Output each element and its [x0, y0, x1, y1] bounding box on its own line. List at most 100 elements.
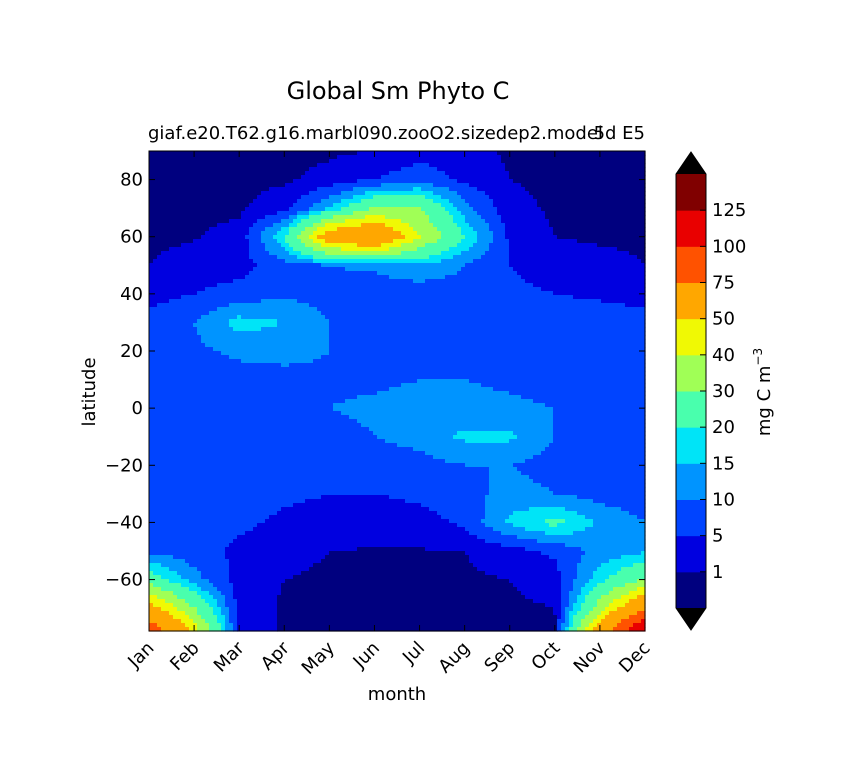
- contour-cell: [329, 195, 354, 200]
- contour-cell: [389, 171, 446, 176]
- contour-cell: [325, 223, 362, 228]
- contour-cell: [401, 243, 426, 248]
- contour-cell: [189, 603, 210, 608]
- contour-cell: [149, 299, 170, 304]
- contour-cell: [149, 203, 250, 208]
- contour-cell: [449, 211, 462, 216]
- contour-cell: [489, 467, 518, 472]
- contour-cell: [149, 183, 286, 188]
- contour-cell: [565, 507, 622, 512]
- contour-cell: [501, 155, 646, 160]
- contour-cell: [577, 239, 646, 244]
- contour-cell: [149, 235, 202, 240]
- contour-cell: [301, 195, 330, 200]
- contour-cell: [149, 595, 158, 600]
- contour-cell: [253, 199, 298, 204]
- contour-cell: [485, 571, 562, 576]
- contour-cell: [149, 279, 234, 284]
- contour-cell: [149, 263, 258, 268]
- contour-cell: [181, 583, 198, 588]
- contour-cell: [277, 615, 558, 620]
- contour-cell: [189, 615, 202, 620]
- contour-cell: [489, 475, 530, 480]
- contour-cell: [149, 199, 254, 204]
- contour-cell: [245, 207, 290, 212]
- contour-cell: [201, 571, 230, 576]
- contour-cell: [549, 555, 582, 560]
- contour-cell: [209, 627, 222, 632]
- contour-cell: [461, 231, 478, 236]
- contour-cell: [261, 327, 330, 332]
- contour-cell: [485, 515, 510, 520]
- contour-cell: [329, 351, 646, 356]
- y-tick-label: −60: [105, 570, 143, 591]
- contour-cell: [149, 227, 210, 232]
- contour-cell: [225, 551, 330, 556]
- contour-cell: [461, 195, 490, 200]
- contour-cell: [373, 195, 426, 200]
- contour-cell: [189, 563, 230, 568]
- contour-cell: [149, 239, 194, 244]
- contour-cell: [445, 275, 522, 280]
- contour-cell: [149, 395, 358, 400]
- contour-cell: [533, 195, 646, 200]
- contour-cell: [149, 495, 322, 500]
- contour-cell: [181, 295, 574, 300]
- contour-cell: [525, 187, 646, 192]
- contour-cell: [601, 619, 622, 624]
- contour-cell: [325, 239, 394, 244]
- contour-cell: [525, 527, 586, 532]
- contour-cell: [197, 319, 230, 324]
- contour-cell: [333, 203, 350, 208]
- contour-cell: [217, 587, 234, 592]
- contour-cell: [345, 399, 534, 404]
- contour-cell: [149, 487, 490, 492]
- contour-cell: [301, 175, 382, 180]
- contour-cell: [225, 599, 238, 604]
- contour-cell: [561, 579, 574, 584]
- contour-cell: [457, 271, 518, 276]
- contour-cell: [517, 435, 554, 440]
- contour-cell: [565, 619, 570, 624]
- contour-cell: [289, 243, 306, 248]
- contour-cell: [149, 295, 182, 300]
- contour-cell: [149, 575, 162, 580]
- contour-cell: [149, 451, 426, 456]
- contour-cell: [281, 591, 522, 596]
- contour-cell: [565, 543, 646, 548]
- contour-cell: [501, 543, 566, 548]
- contour-cell: [149, 403, 334, 408]
- contour-cell: [553, 231, 646, 236]
- contour-cell: [233, 627, 238, 632]
- contour-cell: [485, 539, 538, 544]
- contour-cell: [277, 319, 330, 324]
- contour-cell: [169, 567, 198, 572]
- contour-cell: [329, 551, 466, 556]
- contour-cell: [149, 371, 646, 376]
- contour-cell: [317, 235, 406, 240]
- contour-cell: [561, 595, 570, 600]
- contour-cell: [301, 239, 314, 244]
- colorbar-segment: [676, 499, 706, 537]
- contour-cell: [357, 395, 522, 400]
- contour-cell: [453, 203, 470, 208]
- contour-cell: [521, 591, 562, 596]
- contour-cell: [401, 251, 442, 256]
- contour-cell: [149, 247, 170, 252]
- contour-cell: [213, 607, 222, 612]
- y-tick-label: 60: [120, 227, 143, 248]
- contour-cell: [593, 607, 606, 612]
- contour-cell: [317, 187, 354, 192]
- contour-cell: [565, 607, 574, 612]
- contour-cell: [149, 511, 278, 516]
- contour-cell: [641, 259, 646, 264]
- contour-cell: [421, 503, 486, 508]
- contour-cell: [585, 527, 646, 532]
- contour-cell: [437, 227, 462, 232]
- contour-cell: [573, 295, 646, 300]
- contour-cell: [149, 579, 170, 584]
- contour-cell: [517, 587, 562, 592]
- contour-cell: [509, 263, 646, 268]
- contour-cell: [441, 259, 474, 264]
- contour-cell: [557, 615, 562, 620]
